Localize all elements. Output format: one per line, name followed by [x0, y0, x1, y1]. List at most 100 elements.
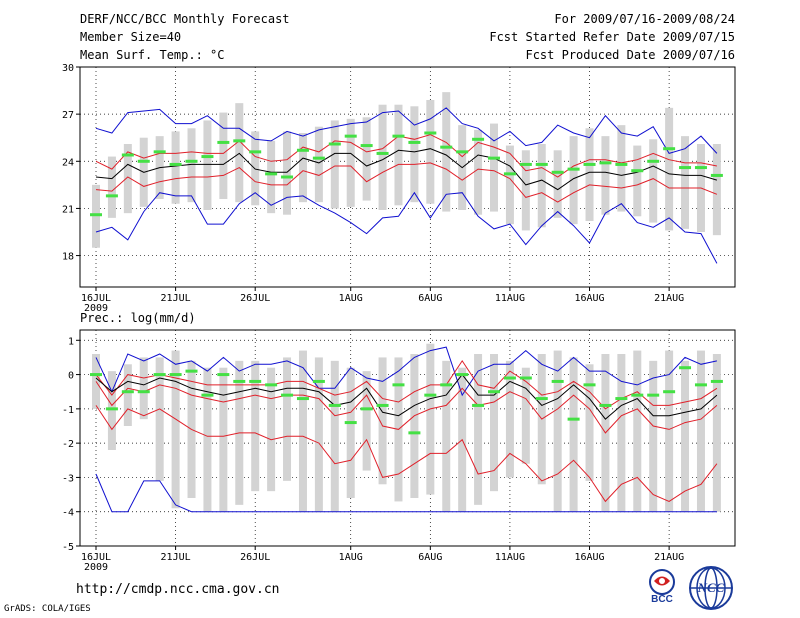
- observation-mark: [233, 380, 245, 383]
- y-tick-label: 24: [62, 157, 74, 168]
- observation-mark: [377, 152, 389, 155]
- spread-box: [474, 354, 482, 505]
- spread-box: [331, 361, 339, 512]
- x-tick-label: 6AUG: [418, 552, 442, 563]
- observation-mark: [504, 377, 516, 380]
- spread-box: [283, 357, 291, 480]
- observation-mark: [456, 373, 468, 376]
- bcc-logo: BCC: [640, 567, 684, 607]
- spread-box: [347, 119, 355, 207]
- observation-mark: [106, 194, 118, 197]
- observation-mark: [679, 166, 691, 169]
- observation-mark: [217, 141, 229, 144]
- x-tick-label: 1AUG: [339, 293, 363, 304]
- spread-box: [92, 185, 100, 248]
- observation-mark: [711, 380, 723, 383]
- observation-mark: [663, 147, 675, 150]
- spread-box: [283, 131, 291, 214]
- spread-box: [203, 368, 211, 512]
- spread-box: [394, 105, 402, 206]
- spread-box: [299, 133, 307, 202]
- y-tick-label: -3: [62, 473, 74, 484]
- observation-mark: [297, 397, 309, 400]
- observation-mark: [154, 150, 166, 153]
- observation-mark: [392, 383, 404, 386]
- x-tick-label: 6AUG: [418, 293, 442, 304]
- source-url[interactable]: http://cmdp.ncc.cma.gov.cn: [76, 583, 280, 597]
- observation-mark: [392, 135, 404, 138]
- observation-mark: [265, 172, 277, 175]
- x-tick-label: 16AUG: [574, 293, 604, 304]
- observation-mark: [138, 160, 150, 163]
- observation-mark: [361, 407, 373, 410]
- x-tick-label: 26JUL: [240, 552, 270, 563]
- y-tick-label: 18: [62, 252, 74, 263]
- observation-mark: [170, 163, 182, 166]
- observation-mark: [536, 397, 548, 400]
- spread-box: [299, 351, 307, 512]
- spread-box: [140, 357, 148, 419]
- y-tick-label: 21: [62, 204, 74, 215]
- y-tick-label: 30: [62, 63, 74, 74]
- observation-mark: [599, 404, 611, 407]
- y-tick-label: 27: [62, 110, 74, 121]
- spread-box: [617, 125, 625, 211]
- observation-mark: [440, 383, 452, 386]
- spread-box: [506, 146, 514, 225]
- observation-mark: [170, 373, 182, 376]
- observation-mark: [599, 161, 611, 164]
- y-tick-label: -2: [62, 439, 74, 450]
- observation-mark: [679, 366, 691, 369]
- y-tick-label: -1: [62, 405, 74, 416]
- spread-box: [410, 354, 418, 498]
- bcc-logo-text: BCC: [640, 594, 684, 605]
- observation-mark: [631, 169, 643, 172]
- y-tick-label: 0: [68, 371, 74, 382]
- spread-box: [172, 131, 180, 203]
- x-year-label: 2009: [84, 562, 108, 573]
- grads-credit: GrADS: COLA/IGES: [4, 604, 91, 614]
- spread-box: [363, 371, 371, 470]
- spread-box: [681, 361, 689, 512]
- observation-mark: [568, 168, 580, 171]
- observation-mark: [154, 373, 166, 376]
- observation-mark: [488, 390, 500, 393]
- observation-mark: [345, 421, 357, 424]
- observation-mark: [584, 163, 596, 166]
- spread-box: [697, 351, 705, 512]
- spread-box: [363, 117, 371, 200]
- x-tick-label: 11AUG: [495, 552, 525, 563]
- x-tick-label: 26JUL: [240, 293, 270, 304]
- observation-mark: [536, 163, 548, 166]
- observation-mark: [106, 407, 118, 410]
- x-year-label: 2009: [84, 303, 108, 314]
- spread-box: [379, 105, 387, 210]
- x-tick-label: 1AUG: [339, 552, 363, 563]
- observation-mark: [520, 163, 532, 166]
- observation-mark: [424, 132, 436, 135]
- temperature-panel: 18 21 24 27 30 16JUL 21JUL 26JUL 1AUG 6AUG 11AUG 16…: [62, 63, 735, 314]
- observation-mark: [265, 383, 277, 386]
- spread-box: [538, 144, 546, 227]
- observation-mark: [201, 155, 213, 158]
- observation-mark: [90, 373, 102, 376]
- observation-mark: [456, 150, 468, 153]
- observation-mark: [568, 418, 580, 421]
- spread-box: [586, 364, 594, 481]
- spread-box: [554, 150, 562, 218]
- observation-mark: [249, 150, 261, 153]
- spread-box: [554, 351, 562, 512]
- observation-mark: [249, 380, 261, 383]
- observation-mark: [472, 404, 484, 407]
- spread-box: [586, 128, 594, 221]
- spread-box: [331, 120, 339, 208]
- spread-box: [522, 150, 530, 230]
- observation-mark: [584, 383, 596, 386]
- spread-box: [633, 146, 641, 217]
- y-tick-label: -4: [62, 508, 74, 519]
- ncc-logo: NCC: [688, 565, 734, 611]
- observation-mark: [313, 157, 325, 160]
- spread-box: [665, 108, 673, 231]
- x-tick-label: 16AUG: [574, 552, 604, 563]
- observation-mark: [631, 394, 643, 397]
